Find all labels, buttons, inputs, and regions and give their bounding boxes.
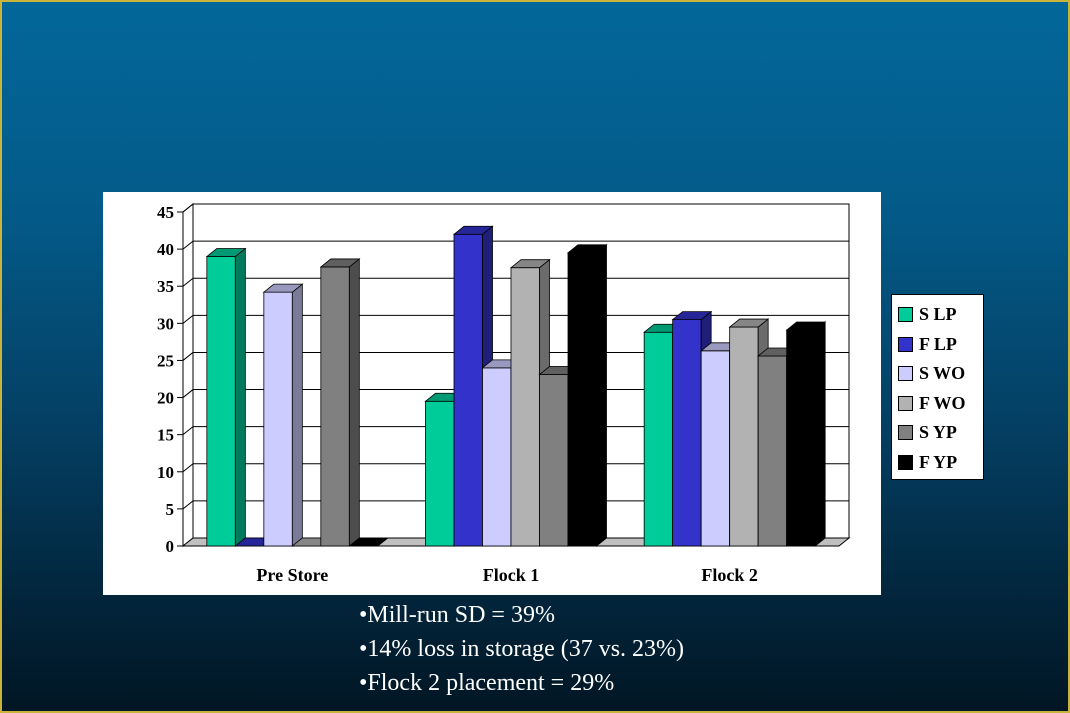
- bar-s-lp-2: [643, 331, 674, 547]
- y-tick-label: 30: [157, 314, 174, 333]
- bar-f-lp-2: [672, 319, 702, 547]
- legend-label: F LP: [919, 333, 957, 354]
- legend-label: F YP: [919, 451, 958, 472]
- legend-label: S YP: [919, 422, 957, 443]
- gridline-side: [182, 314, 194, 324]
- bullet-list: •Mill-run SD = 39% •14% loss in storage …: [359, 598, 684, 700]
- gridline-side: [182, 277, 194, 287]
- legend-swatch: [898, 366, 913, 382]
- legend-item: S YP: [898, 418, 983, 448]
- x-category-label: Pre Store: [256, 565, 328, 585]
- bar-side: [291, 283, 303, 547]
- gridline-side: [182, 352, 194, 361]
- bar-f-yp-2: [786, 329, 816, 547]
- bar-s-wo-2: [700, 350, 731, 547]
- bar-f-wo-1: [510, 267, 540, 547]
- legend-swatch: [898, 307, 913, 323]
- x-category-label: Flock 1: [483, 565, 540, 585]
- plot-side-wall: [182, 202, 194, 548]
- bar-top: [509, 259, 551, 269]
- bar-s-lp-0: [206, 256, 236, 547]
- bar-s-lp-1: [425, 400, 455, 547]
- bar-top: [262, 283, 304, 293]
- y-tick-label: 25: [157, 351, 174, 370]
- y-tick-label: 35: [157, 277, 174, 296]
- gridline-side: [182, 240, 194, 250]
- bar-s-wo-1: [482, 367, 512, 547]
- legend-item: F LP: [898, 330, 983, 360]
- bar-top: [205, 248, 247, 257]
- bar-s-wo-0: [263, 291, 293, 547]
- bullet-flock2-placement: •Flock 2 placement = 29%: [359, 670, 615, 696]
- gridline-side: [182, 426, 194, 436]
- bar-side: [814, 321, 826, 547]
- y-tick-label: 0: [166, 537, 175, 556]
- legend-swatch: [898, 336, 913, 352]
- bar-top: [319, 258, 361, 268]
- bar-side: [234, 247, 246, 547]
- y-tick-label: 20: [157, 389, 174, 408]
- bar-top: [566, 244, 608, 254]
- bar-top: [785, 321, 827, 331]
- y-tick-label: 10: [157, 463, 174, 482]
- bar-f-wo-2: [729, 326, 759, 547]
- y-tick-label: 45: [157, 203, 174, 222]
- bar-s-yp-2: [757, 355, 788, 547]
- bar-top: [728, 318, 770, 328]
- y-tick-label: 40: [157, 240, 174, 259]
- legend-swatch: [898, 425, 913, 441]
- bar-side: [348, 258, 360, 547]
- legend-swatch: [898, 395, 913, 411]
- gridline-side: [182, 203, 194, 213]
- bar-s-yp-1: [539, 374, 569, 547]
- legend-item: S LP: [898, 300, 983, 330]
- bar-chart: 0 5 10 15 20 25 30 35 40 45 Pre Store Flock 1 Flock …: [103, 192, 984, 595]
- legend-item: F WO: [898, 389, 983, 419]
- bar-top: [671, 311, 713, 321]
- chart-legend: S LP F LP S WO F WO S YP F YP: [891, 294, 984, 480]
- x-category-label: Flock 2: [701, 565, 758, 585]
- y-tick-label: 5: [166, 500, 175, 519]
- bar-s-yp-0: [320, 266, 350, 547]
- bar-side: [596, 243, 607, 547]
- bullet-mill-run: •Mill-run SD = 39%: [359, 602, 555, 628]
- legend-item: F YP: [898, 448, 983, 478]
- legend-label: S LP: [919, 304, 957, 325]
- chart-canvas: 0 5 10 15 20 25 30 35 40 45 Pre Store Flock 1 Flock …: [157, 202, 851, 585]
- legend-item: S WO: [898, 359, 983, 389]
- legend-swatch: [898, 454, 913, 470]
- gridline-side: [182, 463, 194, 473]
- gridline-side: [182, 389, 194, 398]
- y-tick-label: 15: [157, 426, 174, 445]
- bullet-storage-loss: •14% loss in storage (37 vs. 23%): [359, 636, 685, 662]
- legend-label: S WO: [919, 363, 966, 384]
- gridline-side: [182, 500, 194, 510]
- legend-label: F WO: [919, 392, 966, 413]
- bar-f-yp-1: [567, 252, 597, 547]
- bar-zero-cap: [348, 537, 389, 547]
- bar-f-lp-1: [453, 233, 483, 547]
- bar-top: [452, 225, 494, 235]
